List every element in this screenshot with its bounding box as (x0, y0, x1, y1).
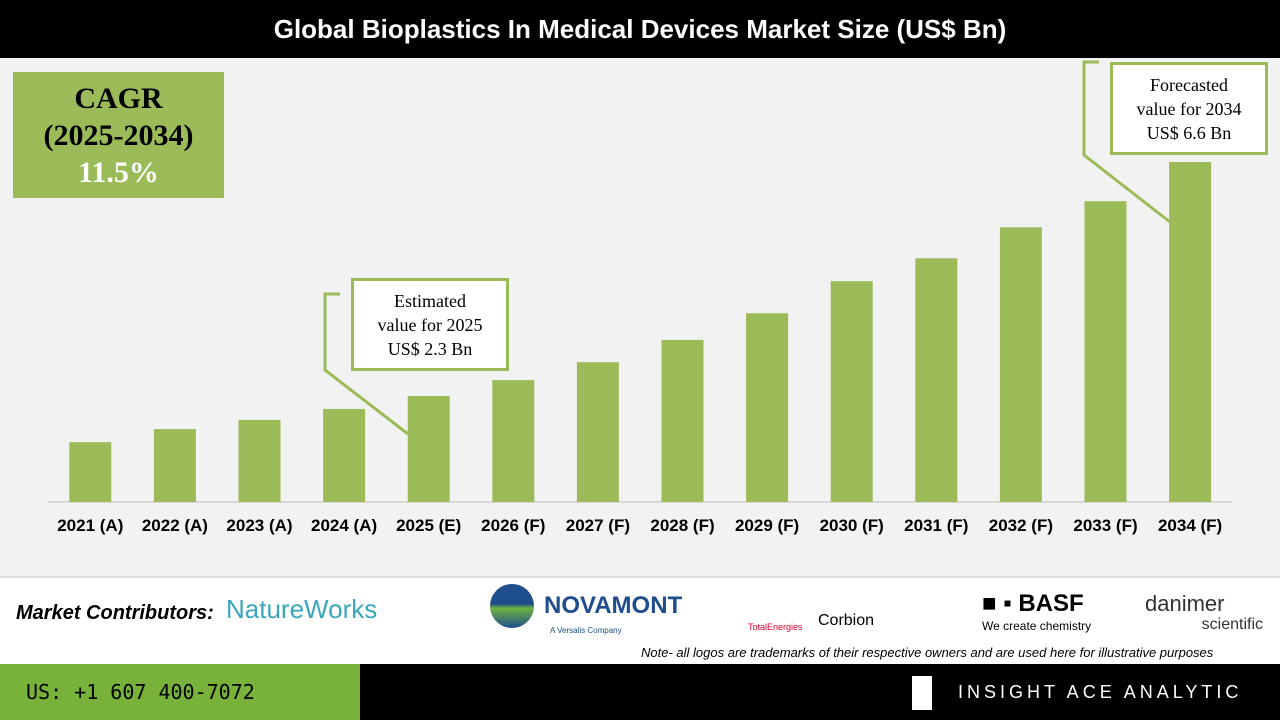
bar (999, 227, 1042, 502)
bar (576, 362, 619, 502)
trademark-note: Note- all logos are trademarks of their … (641, 645, 1214, 660)
estimated-leader (323, 292, 409, 436)
callout-line: value for 2034 (1136, 99, 1242, 119)
novamont-logo: NOVAMONT A Versalis Company (490, 584, 690, 644)
forecast-callout: Forecasted value for 2034 US$ 6.6 Bn (1110, 62, 1268, 155)
x-tick-label: 2026 (F) (481, 516, 545, 535)
x-tick-label: 2030 (F) (820, 516, 884, 535)
bar (323, 408, 366, 502)
bar (746, 313, 789, 502)
bar (69, 442, 112, 502)
basf-tagline: We create chemistry (982, 619, 1092, 633)
x-tick-label: 2025 (E) (396, 516, 461, 535)
cagr-label: CAGR (74, 82, 163, 115)
cagr-value: 11.5% (78, 156, 159, 189)
callout-line: Forecasted (1150, 75, 1228, 95)
bar (1169, 162, 1212, 502)
novamont-icon (490, 584, 534, 628)
brand-bar: INSIGHT ACE ANALYTIC (360, 664, 1280, 720)
bar (1084, 201, 1127, 502)
danimer-logo: danimer scientific (1145, 592, 1263, 634)
callout-line: value for 2025 (377, 315, 483, 335)
brand-logo-icon (912, 676, 932, 710)
bar (830, 281, 873, 502)
phone-number: US: +1 607 400-7072 (0, 664, 360, 720)
callout-line: US$ 2.3 Bn (387, 339, 473, 359)
x-tick-label: 2028 (F) (650, 516, 714, 535)
x-tick-label: 2033 (F) (1073, 516, 1137, 535)
basf-logo: ■ ▪ BASF We create chemistry (982, 590, 1092, 633)
totalenergies-logo: TotalEnergies (748, 622, 803, 632)
chart-title: Global Bioplastics In Medical Devices Ma… (0, 0, 1280, 58)
estimated-callout: Estimated value for 2025 US$ 2.3 Bn (351, 278, 509, 371)
natureworks-logo: NatureWorks (226, 594, 378, 624)
x-tick-label: 2022 (A) (142, 516, 208, 535)
bar (153, 429, 196, 502)
novamont-text: NOVAMONT (544, 592, 683, 619)
corbion-logo: Corbion (818, 612, 875, 629)
basf-text: BASF (1018, 590, 1084, 617)
contributors-strip: Market Contributors: NatureWorks NOVAMON… (0, 576, 1280, 664)
x-tick-label: 2034 (F) (1158, 516, 1222, 535)
x-tick-label: 2031 (F) (904, 516, 968, 535)
callout-line: US$ 6.6 Bn (1146, 123, 1232, 143)
bar (492, 380, 535, 502)
x-tick-label: 2029 (F) (735, 516, 799, 535)
x-tick-label: 2032 (F) (989, 516, 1053, 535)
x-tick-label: 2027 (F) (566, 516, 630, 535)
bar (915, 258, 958, 502)
danimer-sub: scientific (1201, 616, 1263, 633)
x-tick-label: 2021 (A) (57, 516, 123, 535)
bar-chart: 2021 (A) 2022 (A) 2023 (A) 2024 (A) 2025 (E)… (48, 60, 1232, 535)
callout-line: Estimated (394, 291, 466, 311)
novamont-sub: A Versalis Company (550, 626, 622, 635)
forecast-leader (1082, 60, 1171, 224)
bar (661, 339, 704, 502)
x-tick-label: 2024 (A) (311, 516, 377, 535)
bar (407, 395, 450, 502)
x-tick-label: 2023 (A) (226, 516, 292, 535)
danimer-text: danimer (1145, 591, 1225, 616)
cagr-box: CAGR (2025-2034) 11.5% (13, 72, 224, 198)
bar (238, 419, 281, 502)
brand-name: INSIGHT ACE ANALYTIC (958, 682, 1243, 702)
cagr-period: (2025-2034) (43, 119, 194, 152)
contributors-label: Market Contributors: (16, 602, 214, 624)
